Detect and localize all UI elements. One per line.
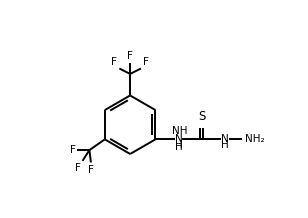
Text: F: F [143, 57, 149, 67]
Text: H: H [221, 140, 229, 150]
Text: S: S [198, 110, 205, 123]
Text: F: F [111, 57, 117, 67]
Text: NH: NH [172, 126, 187, 136]
Text: F: F [127, 51, 133, 61]
Text: H: H [175, 140, 182, 150]
Text: F: F [88, 165, 94, 175]
Text: N: N [175, 134, 182, 144]
Text: F: F [75, 163, 81, 173]
Text: NH₂: NH₂ [245, 134, 264, 144]
Text: N: N [221, 134, 229, 144]
Text: H: H [176, 142, 183, 152]
Text: F: F [70, 145, 75, 155]
